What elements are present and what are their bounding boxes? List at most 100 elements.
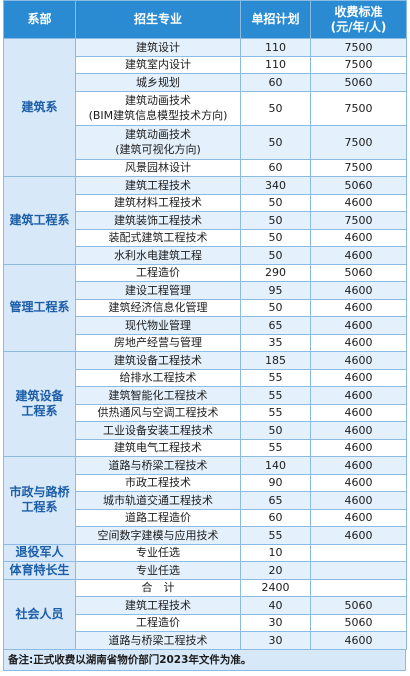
fee-cell: 4600 [310,246,407,265]
text-line: 建筑材料工程技术 [114,196,202,210]
major-cell: 房地产经营与管理 [75,333,241,352]
fee-value: 4600 [344,528,373,542]
text-line: 合 计 [141,581,175,595]
plan-cell: 185 [240,351,311,370]
fee-cell: 4600 [310,351,407,370]
fee-value: 4600 [344,336,373,350]
major-cell: 建筑经济信息化管理 [75,298,241,317]
department-cell: 管理工程系 [3,263,76,352]
plan-value: 50 [268,101,283,115]
text-line: 建筑动画技术 [125,128,191,141]
plan-value: 55 [268,406,283,420]
fee-cell: 4600 [310,473,407,492]
major-cell: 城乡规划 [75,73,241,92]
plan-cell: 20 [240,561,311,580]
major-cell: 工业设备安装工程技术 [75,421,241,440]
table-row: 给排水工程技术 55 4600 [4,368,407,387]
plan-value: 55 [268,388,283,402]
text-line: 招生专业 [133,12,182,26]
fee-value: 4600 [344,633,373,647]
fee-value: 5060 [344,616,373,630]
fee-cell: 4600 [310,456,407,475]
table-row: 城市轨道交通工程技术 65 4600 [4,491,407,510]
header-cell: 系部 [3,0,76,39]
text-line: 道路与桥梁工程技术 [108,633,208,647]
fee-value: 4600 [344,231,373,245]
fee-cell: 4600 [310,403,407,422]
table-row: 建筑动画技术 (建筑可视化方向) 50 7500 [4,124,407,160]
text-line: 建筑装饰工程技术 [114,213,202,227]
fee-value: 4600 [344,353,373,367]
plan-value: 40 [268,598,283,612]
plan-cell: 90 [240,473,311,492]
plan-cell: 60 [240,508,311,527]
major-cell: 工程造价 [75,613,241,632]
text-line: 建筑工程技术 [125,178,191,192]
major-cell: 给排水工程技术 [75,368,241,387]
major-cell: 建设工程管理 [75,281,241,300]
text-line: 建筑动画技术 [125,94,191,107]
plan-cell: 50 [240,228,311,247]
text-line: 道路与桥梁工程技术 [108,458,208,472]
text-line: 工程系 [21,404,58,418]
fee-cell: 7500 [310,38,407,57]
plan-cell: 60 [240,73,311,92]
major-cell: 建筑材料工程技术 [75,193,241,212]
plan-value: 50 [268,231,283,245]
fee-value: 4600 [344,283,373,297]
plan-value: 95 [268,283,283,297]
fee-cell [310,543,407,562]
plan-value: 60 [268,511,283,525]
fee-value: 5060 [344,178,373,192]
table-row: 建筑工程技术 40 5060 [4,596,407,615]
table-body: 建筑系 建筑设计 110 7500 建筑室内设计 110 7500 城乡规划 60 5060 建筑动… [3,38,407,650]
text-line: 退役军人 [15,545,64,560]
plan-value: 65 [268,318,283,332]
department-cell: 建筑设备 工程系 [3,351,76,457]
text-line: 风景园林设计 [125,161,191,175]
table-row: 建筑装饰工程技术 50 7500 [4,211,407,230]
table-row: 建筑动画技术 (BIM建筑信息模型技术方向) 50 7500 [4,90,407,126]
text-line: 建筑系 [21,100,58,114]
fee-value: 4600 [344,458,373,472]
plan-cell: 55 [240,403,311,422]
text-line: 城乡规划 [136,75,180,89]
plan-cell: 65 [240,491,311,510]
plan-value: 35 [268,336,283,350]
table-row: 退役军人 专业任选 10 [3,543,407,562]
fee-cell: 5060 [310,613,407,632]
fee-value: 4600 [344,511,373,525]
fee-cell: 4600 [310,438,407,457]
text-line: 道路工程造价 [125,511,191,525]
plan-value: 55 [268,371,283,385]
fee-cell [310,561,407,580]
table-row: 市政与路桥 工程系 道路与桥梁工程技术 140 4600 [3,456,407,545]
text-line: 建筑工程系 [9,212,70,227]
table-row: 建筑材料工程技术 50 4600 [4,193,407,212]
fee-cell: 7500 [310,211,407,230]
fee-cell: 4600 [310,368,407,387]
header-cell: 招生专业 [75,0,241,39]
text-line: 装配式建筑工程技术 [108,231,208,245]
header-cell: 单招计划 [240,0,311,39]
plan-value: 110 [265,40,286,54]
table-row: 供热通风与空调工程技术 55 4600 [4,403,407,422]
plan-value: 110 [265,58,286,72]
fee-cell: 5060 [310,176,407,195]
department-cell: 体育特长生 [3,561,76,580]
text-line: 工程系 [21,500,58,515]
table-row: 现代物业管理 65 4600 [4,316,407,335]
text-line: 单招计划 [251,12,300,26]
fee-cell: 7500 [310,158,407,177]
plan-cell: 30 [240,613,311,632]
plan-value: 50 [268,135,283,149]
fee-cell: 4600 [310,281,407,300]
header-row: 系部 招生专业 单招计划 收费标准 (元/年/人) [3,0,407,39]
fee-cell: 5060 [310,596,407,615]
fee-table-container: 系部 招生专业 单招计划 收费标准 (元/年/人) 建筑系 建筑设计 110 7500 建筑室内… [3,0,407,671]
major-cell: 道路与桥梁工程技术 [75,631,241,650]
plan-value: 55 [268,528,283,542]
fee-cell: 5060 [310,73,407,92]
major-cell: 建筑动画技术 (建筑可视化方向) [75,124,241,160]
